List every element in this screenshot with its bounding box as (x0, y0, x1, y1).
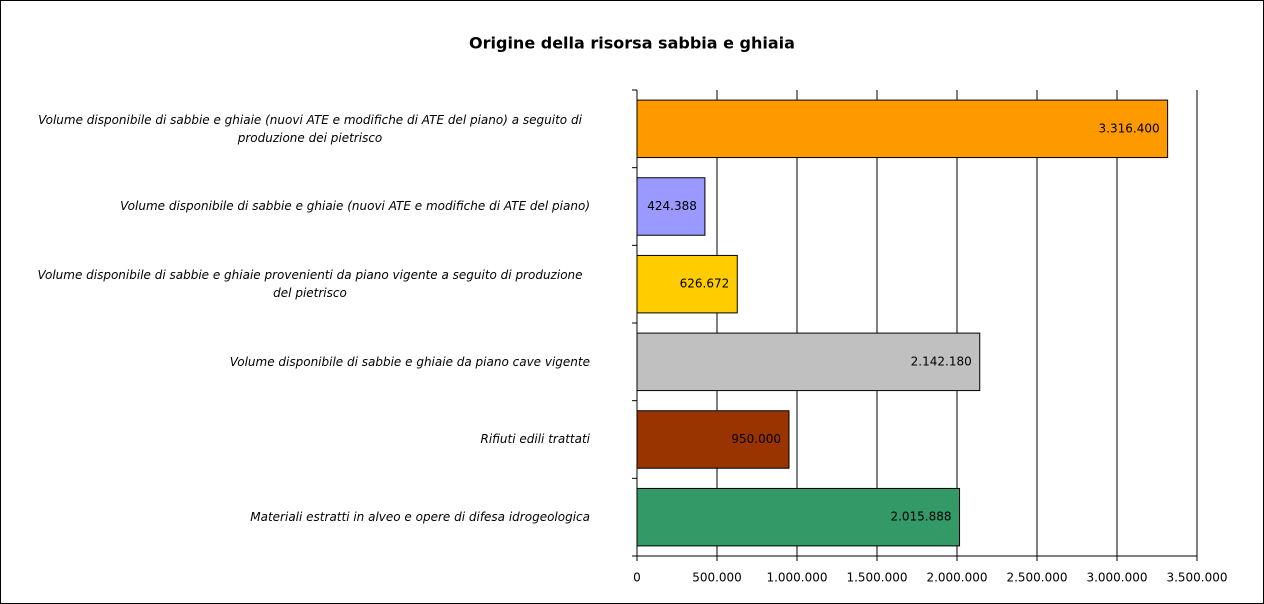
bar (636, 177, 706, 236)
x-tick-label: 2.500.000 (1006, 571, 1067, 585)
x-tick-label: 500.000 (692, 571, 742, 585)
x-tick-label: 3.500.000 (1166, 571, 1227, 585)
y-tick-label: Materiali estratti in alveo e opere di d… (30, 478, 590, 556)
value-label: 2.142.180 (911, 354, 972, 368)
x-tick-label: 1.500.000 (846, 571, 907, 585)
x-tick-label: 3.000.000 (1086, 571, 1147, 585)
y-tick-label: Volume disponibile di sabbie e ghiaie da… (30, 323, 590, 401)
value-label: 424.388 (647, 199, 697, 213)
y-tick-label: Rifiuti edili trattati (30, 401, 591, 479)
category-text: Volume disponibile di sabbie e ghiaie da… (229, 354, 590, 369)
y-tick-label: Volume disponibile di sabbie e ghiaie (n… (30, 168, 590, 246)
bar (636, 332, 981, 392)
chart-title: Origine della risorsa sabbia e ghiaia (469, 34, 795, 53)
value-label: 950.000 (731, 432, 781, 446)
bar (636, 487, 961, 547)
y-tick-label: Volume disponibile di sabbie e ghiaie (n… (30, 90, 590, 168)
bar (636, 410, 790, 469)
bar (636, 99, 1169, 159)
category-text: Volume disponibile di sabbie e ghiaie (n… (38, 112, 582, 145)
x-tick-label: 0 (633, 571, 641, 585)
value-label: 3.316.400 (1099, 121, 1160, 135)
x-tick-label: 2.000.000 (926, 571, 987, 585)
value-label: 626.672 (680, 277, 730, 291)
value-label: 2.015.888 (890, 510, 951, 524)
bar (636, 254, 738, 314)
y-tick-label: Volume disponibile di sabbie e ghiaie pr… (30, 245, 590, 323)
category-text: Volume disponibile di sabbie e ghiaie (n… (120, 199, 590, 214)
category-text: Volume disponibile di sabbie e ghiaie pr… (37, 268, 583, 301)
category-text: Materiali estratti in alveo e opere di d… (250, 510, 590, 525)
x-tick-label: 1.000.000 (766, 571, 827, 585)
category-text: Rifiuti edili trattati (480, 432, 591, 447)
